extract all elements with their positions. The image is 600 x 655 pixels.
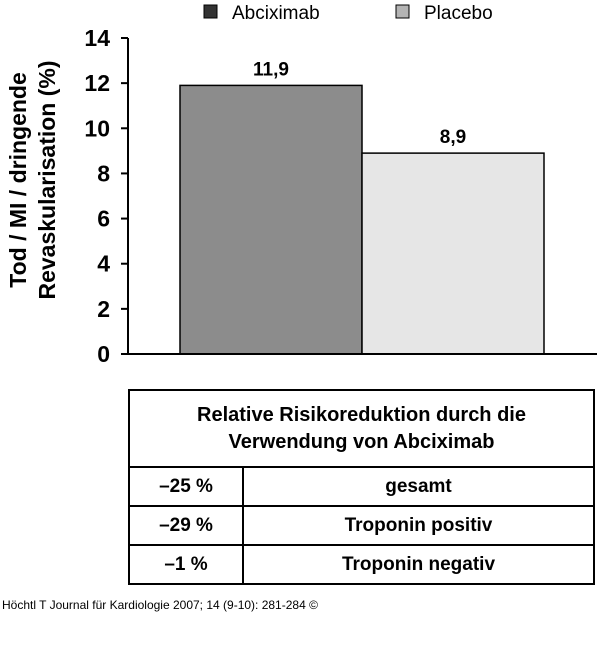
risk-value-cell: –25 % xyxy=(128,466,244,507)
bar-placebo xyxy=(361,152,545,355)
legend-label-abciximab: Abciximab xyxy=(232,3,320,24)
y-tick-label: 10 xyxy=(84,115,110,141)
legend-swatch-abciximab xyxy=(203,4,218,19)
bar-chart: Abciximab Placebo Tod / MI / dringende R… xyxy=(5,3,597,367)
data-label-abciximab: 11,9 xyxy=(253,59,289,80)
risk-reduction-table: Relative Risikoreduktion durch die Verwe… xyxy=(128,389,595,585)
legend-swatch-placebo xyxy=(395,4,410,19)
risk-value-cell: –29 % xyxy=(128,505,244,546)
y-tick-label: 2 xyxy=(97,296,110,322)
y-tick-label: 4 xyxy=(97,251,110,277)
table-heading-line-1: Relative Risikoreduktion durch die xyxy=(197,403,526,426)
y-axis-title-line-2: Revaskularisation (%) xyxy=(34,60,60,299)
table-row: –1 % Troponin negativ xyxy=(128,544,595,585)
y-tick-label: 12 xyxy=(84,70,110,96)
y-tick-label: 8 xyxy=(97,160,110,186)
y-tick-label: 6 xyxy=(97,206,110,232)
risk-value-cell: –1 % xyxy=(128,544,244,585)
y-axis-title-line-1: Tod / MI / dringende xyxy=(5,72,31,288)
table-heading-line-2: Verwendung von Abciximab xyxy=(228,430,495,453)
bar-abciximab xyxy=(179,84,363,355)
table-heading-row: Relative Risikoreduktion durch die Verwe… xyxy=(128,389,595,468)
table-row: –25 % gesamt xyxy=(128,466,595,507)
source-citation: Höchtl T Journal für Kardiologie 2007; 1… xyxy=(2,598,318,612)
y-tick-label: 14 xyxy=(84,25,110,51)
data-label-placebo: 8,9 xyxy=(440,127,466,148)
y-tick-label: 0 xyxy=(97,341,110,367)
table-heading: Relative Risikoreduktion durch die Verwe… xyxy=(128,389,595,468)
risk-group-cell: Troponin positiv xyxy=(242,505,595,546)
legend-label-placebo: Placebo xyxy=(424,3,493,24)
risk-group-cell: Troponin negativ xyxy=(242,544,595,585)
table-row: –29 % Troponin positiv xyxy=(128,505,595,546)
risk-group-cell: gesamt xyxy=(242,466,595,507)
